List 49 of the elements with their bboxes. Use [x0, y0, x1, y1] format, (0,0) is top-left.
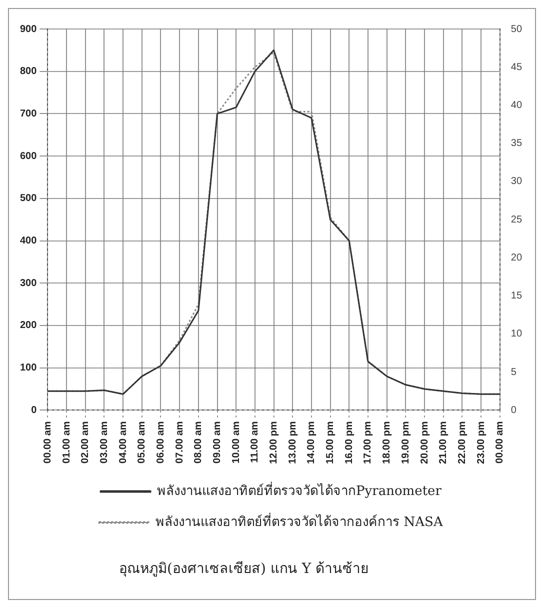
x-tick-label: 19.00 pm [400, 421, 412, 464]
x-tick-label: 02.00 am [80, 421, 92, 464]
y-tick-label: 700 [20, 108, 38, 120]
x-tick-label: 07.00 am [174, 421, 186, 464]
y-tick-label: 0 [31, 404, 38, 416]
legend-label: พลังงานแสงอาทิตย์ที่ตรวจวัดได้จากองค์การ NASA [156, 512, 444, 530]
y2-tick-label: 10 [510, 328, 522, 340]
y2-tick-label: 20 [510, 252, 522, 264]
y2-tick-label: 30 [510, 176, 522, 188]
y2-tick-label: 0 [510, 404, 517, 416]
y-tick-label: 400 [20, 236, 38, 247]
x-tick-label: 00.00 am [494, 421, 506, 464]
x-tick-label: 13.00 pm [287, 421, 298, 464]
x-tick-label: 23.00 pm [476, 421, 487, 464]
x-tick-label: 08.00 am [193, 421, 204, 464]
y2-tick-label: 5 [510, 366, 517, 378]
y-tick-label: 900 [20, 24, 38, 35]
x-tick-label: 21.00 pm [438, 421, 450, 464]
y2-tick-label: 45 [510, 62, 522, 73]
x-tick-label: 00.00 am [42, 421, 54, 464]
y-tick-label: 500 [20, 193, 38, 204]
y2-tick-label: 35 [510, 138, 522, 150]
x-tick-label: 18.00 pm [382, 421, 393, 464]
y2-tick-label: 15 [510, 290, 522, 302]
y2-tick-label: 25 [510, 214, 522, 226]
y-tick-label: 200 [20, 320, 38, 332]
x-tick-label: 05.00 am [136, 421, 148, 464]
y-tick-label: 100 [20, 362, 38, 374]
x-tick-label: 01.00 am [61, 421, 72, 464]
x-tick-label: 09.00 am [212, 421, 224, 464]
y2-tick-label: 50 [510, 24, 522, 35]
y2-tick-label: 40 [510, 100, 522, 111]
x-tick-label: 03.00 am [98, 421, 110, 464]
x-tick-label: 16.00 pm [344, 421, 355, 464]
x-tick-label: 06.00 am [155, 421, 166, 464]
x-tick-label: 10.00 am [230, 421, 242, 464]
text: อุณหภูมิ(องศาเซลเซียส) แกน Y ด้านซ้าย [119, 560, 369, 579]
x-tick-label: 12.00 pm [268, 421, 280, 464]
x-tick-label: 15.00 pm [325, 421, 336, 464]
y-tick-label: 800 [20, 66, 38, 78]
x-tick-label: 11.00 am [250, 421, 261, 463]
x-tick-label: 04.00 am [118, 421, 129, 464]
x-tick-label: 17.00 pm [362, 421, 374, 464]
x-tick-label: 22.00 pm [456, 421, 468, 464]
y-tick-label: 300 [20, 278, 38, 289]
y-tick-label: 600 [20, 150, 38, 162]
x-tick-label: 20.00 pm [419, 421, 430, 464]
legend-label: พลังงานแสงอาทิตย์ที่ตรวจวัดได้จากPyranometer [157, 482, 442, 499]
x-tick-label: 14.00 pm [306, 421, 318, 464]
